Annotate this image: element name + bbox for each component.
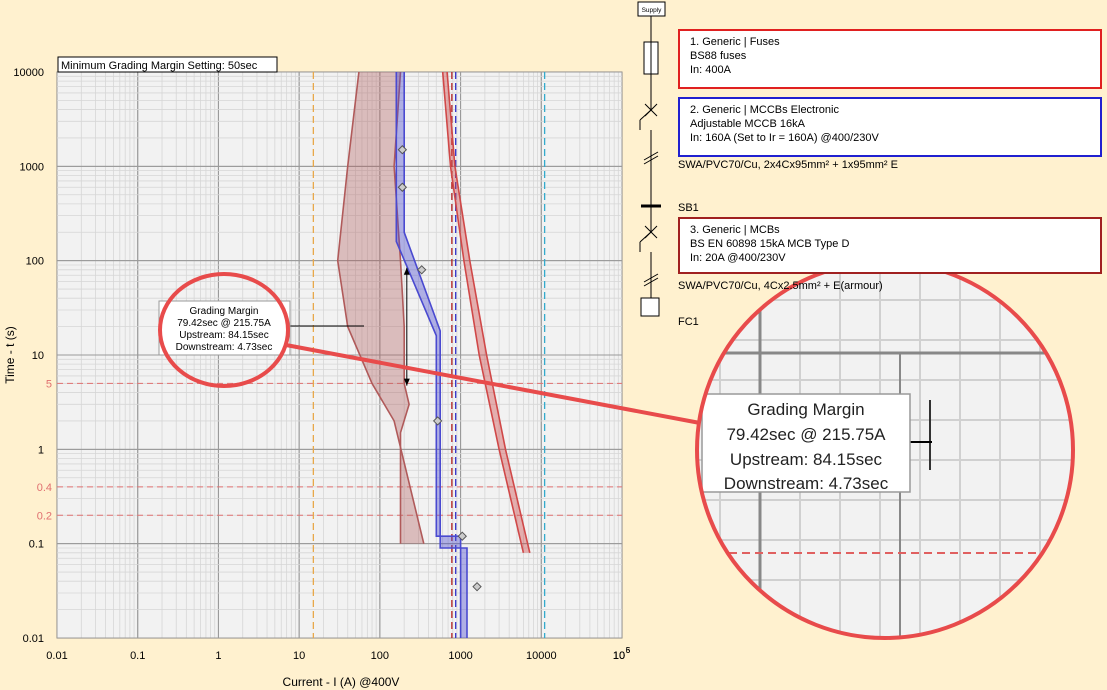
gm-upstream: Upstream: 84.15sec [179, 330, 269, 341]
x-tick-label: 1 [215, 650, 221, 662]
device-box-mccb[interactable]: 2. Generic | MCCBs Electronic Adjustable… [678, 97, 1102, 157]
mccb-box-line2: Adjustable MCCB 16kA [690, 118, 806, 130]
fuse-box-line3: In: 400A [690, 64, 732, 76]
mcb-box-line3: In: 20A @400/230V [690, 252, 786, 264]
x-tick-label: 100 [371, 650, 389, 662]
zoom-gm-title: Grading Margin [747, 400, 864, 419]
fc1-label: FC1 [678, 316, 699, 328]
fc1-node[interactable] [640, 297, 660, 317]
y-tick-label: 10000 [13, 67, 44, 79]
mccb-marker [397, 145, 408, 155]
zoom-gm-upstream: Upstream: 84.15sec [730, 450, 883, 469]
y-tick-label: 10 [32, 350, 44, 362]
mccb-marker [397, 182, 408, 192]
x-tick-label: 10 [613, 650, 625, 662]
gm-value: 79.42sec @ 215.75A [177, 318, 271, 329]
gm-downstream: Downstream: 4.73sec [176, 342, 273, 353]
mcb-box-line1: 3. Generic | MCBs [690, 224, 780, 236]
mccb-marker [417, 265, 427, 275]
x-tick-exp: 6 [626, 646, 631, 655]
mccb-marker [457, 531, 467, 541]
x-tick-label: 10 [293, 650, 305, 662]
x-tick-label: 10 [613, 650, 625, 662]
device-box-fuse[interactable]: 1. Generic | Fuses BS88 fuses In: 400A [678, 29, 1102, 89]
mccb-box-line3: In: 160A (Set to Ir = 160A) @400/230V [690, 132, 879, 144]
mccb-marker [432, 416, 443, 426]
y-ref-label: 0.2 [37, 510, 52, 522]
curve-layer [336, 72, 531, 638]
mccb-band [396, 72, 467, 638]
grading-margin-box: Grading Margin 79.42sec @ 215.75A Upstre… [158, 300, 291, 356]
y-tick-label: 100 [26, 256, 44, 268]
y-tick-label: 0.01 [23, 633, 44, 645]
gm-title: Grading Margin [190, 306, 259, 317]
mccb-box-line1: 2. Generic | MCCBs Electronic [690, 104, 839, 116]
y-tick-label: 1 [38, 444, 44, 456]
fuse-curve-b [446, 72, 531, 553]
y-tick-labels: 10000 1000 100 10 1 0.1 0.01 5 0.4 0.2 [13, 67, 52, 645]
fuse-box-line2: BS88 fuses [690, 50, 747, 62]
cable1-label: SWA/PVC70/Cu, 2x4Cx95mm² + 1x95mm² E [678, 159, 898, 171]
device-box-mcb[interactable]: 3. Generic | MCBs BS EN 60898 15kA MCB T… [678, 217, 1102, 274]
zoom-gm-downstream: Downstream: 4.73sec [724, 474, 889, 493]
supply-label: Supply [642, 7, 663, 14]
zoom-gm-value: 79.42sec @ 215.75A [726, 425, 886, 444]
x-tick-label: 1000 [448, 650, 472, 662]
mccb-curve-a [395, 72, 462, 638]
fuse-box-line1: 1. Generic | Fuses [690, 36, 780, 48]
min-margin-label-box [57, 56, 278, 73]
x-tick-label: 0.1 [130, 650, 145, 662]
zoom-magnifier: Grading Margin 79.42sec @ 215.75A Upstre… [695, 260, 1075, 640]
y-ref-label: 5 [46, 378, 52, 390]
sb1-label: SB1 [678, 202, 699, 214]
single-line-diagram: Supply SB1 FC1 SWA/PVC70/Cu, 2x4Cx95mm² … [637, 1, 898, 328]
min-margin-label: Minimum Grading Margin Setting: 50sec [61, 60, 258, 72]
x-axis-title: Current - I (A) @400V [283, 675, 400, 689]
cable2-label: SWA/PVC70/Cu, 4Cx2.5mm² + E(armour) [678, 280, 883, 292]
x-tick-exp: 5 [626, 646, 631, 655]
y-tick-label: 1000 [20, 161, 44, 173]
y-ref-label: 0.4 [37, 482, 52, 494]
mccb-marker [472, 581, 482, 592]
y-axis-title: Time - t (s) [3, 326, 17, 384]
mcb-curve-a [336, 72, 425, 544]
fuse-curve-a [441, 72, 525, 553]
callout-connector [285, 343, 701, 425]
mcb-curve-b [393, 72, 410, 544]
marker-layer [397, 145, 482, 592]
x-tick-label: 10000 [526, 650, 557, 662]
y-tick-label: 0.1 [29, 539, 44, 551]
callout-ellipse [158, 272, 290, 388]
x-tick-label: 0.01 [46, 650, 67, 662]
mccb-curve-b [403, 72, 468, 638]
mcb-box-line2: BS EN 60898 15kA MCB Type D [690, 238, 849, 250]
